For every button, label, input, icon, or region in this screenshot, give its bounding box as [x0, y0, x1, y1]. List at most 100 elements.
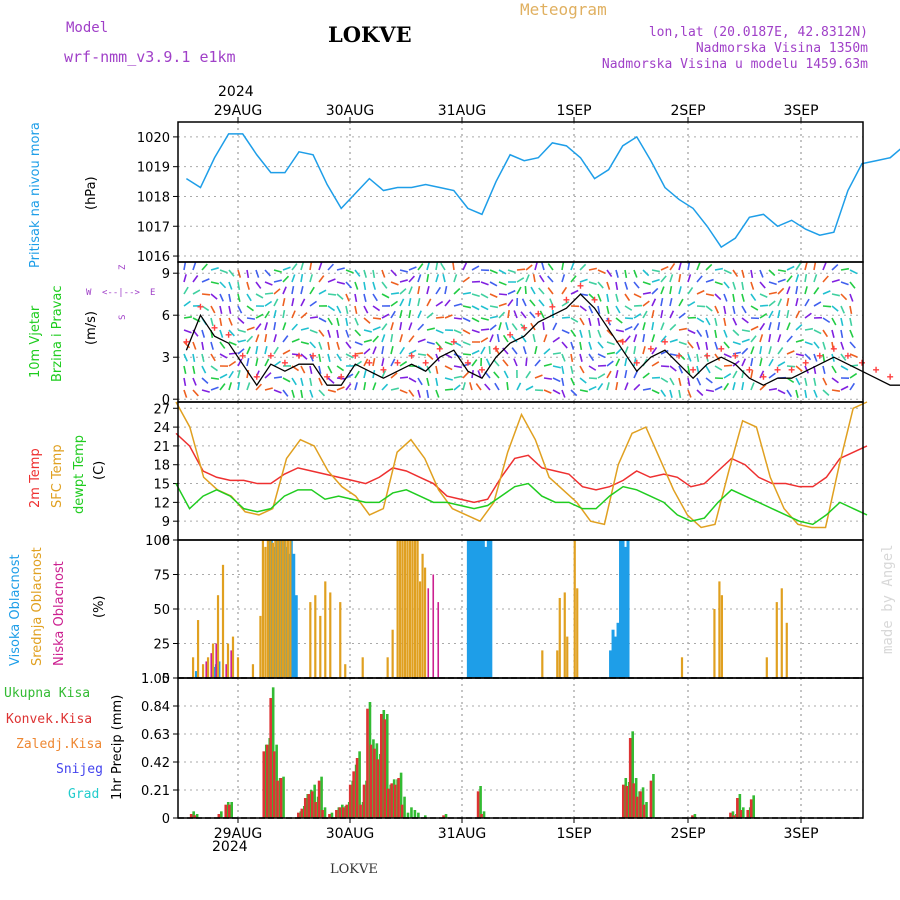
wind-arrow [390, 358, 396, 367]
wind-arrow [489, 315, 498, 319]
wind-arrow [219, 269, 228, 274]
gust-marker [887, 373, 894, 380]
wind-arrow [543, 389, 552, 394]
conv-rain-bar [359, 804, 362, 818]
wind-arrow [453, 303, 462, 307]
wind-arrow [282, 349, 291, 355]
product-title: Meteogram [520, 0, 607, 19]
wind-arrow [786, 335, 793, 343]
wind-arrow [327, 278, 336, 283]
conv-rain-bar [642, 804, 646, 818]
wind-arrow [570, 329, 577, 337]
conv-rain-bar [373, 748, 376, 818]
wind-arrow [705, 341, 709, 351]
wind-arrow [462, 317, 471, 323]
conv-rain-bar [224, 804, 228, 818]
wind-arrow [615, 317, 623, 324]
high-cloud-bar [486, 540, 490, 678]
low-cloud-bar [205, 661, 208, 678]
wind-arrow [669, 377, 675, 386]
wind-arrow [822, 389, 830, 396]
mid-cloud-bar [309, 602, 312, 678]
wind-arrow [705, 389, 715, 393]
wind-arrow [804, 353, 812, 361]
wind-arrow [849, 281, 856, 289]
wind-arrow [264, 269, 271, 277]
wind-arrow [237, 358, 243, 367]
wind-arrow [273, 346, 279, 355]
wind-arrow [417, 353, 427, 356]
wind-arrow [345, 353, 354, 359]
mid-cloud-bar [274, 540, 277, 678]
conv-rain-bar [338, 807, 342, 818]
wind-arrow [543, 334, 548, 343]
wind-arrow [813, 341, 820, 349]
wind-arrow [732, 382, 736, 391]
wind-arrow [840, 267, 850, 271]
wind-arrow [705, 317, 711, 326]
wind-arrow [399, 310, 403, 319]
wind-arrow [561, 389, 566, 398]
gust-marker [281, 359, 288, 366]
wind-arrow [453, 317, 463, 320]
wind-arrow [264, 333, 268, 343]
wind-arrow [228, 269, 235, 277]
wind-arrow [831, 278, 840, 283]
gust-marker [816, 352, 823, 359]
temp2m-line [175, 432, 868, 504]
total-rain-bar [403, 796, 406, 818]
wind-arrow [822, 341, 827, 350]
wind-arrow [570, 365, 574, 374]
wind-arrow [777, 389, 786, 395]
wind-arrow [588, 377, 598, 380]
dewpoint-line [175, 482, 868, 526]
wind-arrow [660, 309, 664, 319]
wind-arrow [570, 262, 575, 271]
wind-arrow [687, 365, 691, 375]
mid-cloud-bar [361, 657, 364, 678]
wind-arrow [228, 305, 232, 314]
wind-arrow [588, 317, 592, 326]
wind-arrow [417, 298, 421, 307]
wind-arrow [669, 285, 673, 295]
wind-arrow [705, 329, 709, 338]
wind-arrow [210, 305, 216, 314]
wind-arrow [219, 373, 228, 379]
wind-arrow [696, 317, 705, 323]
wind-arrow [651, 361, 660, 367]
wind-arrow [597, 281, 604, 289]
wind-arrow [597, 353, 606, 359]
wind-arrow [543, 348, 551, 355]
temp-tick-label: 12 [153, 496, 170, 511]
wind-arrow [354, 329, 362, 337]
wind-arrow [597, 293, 602, 302]
wind-arrow [255, 269, 260, 278]
wind-arrow [525, 274, 530, 283]
wind-arrow [678, 389, 682, 399]
wind-arrow [183, 286, 189, 295]
high-cloud-bar [481, 540, 485, 678]
wind-arrow [831, 377, 839, 384]
wind-arrow [813, 353, 818, 362]
wind-arrow [678, 262, 682, 271]
wind-arrow [336, 341, 341, 350]
wind-arrow [309, 316, 319, 319]
wind-arrow [633, 281, 640, 289]
gust-marker [197, 303, 204, 310]
mid-cloud-bar [216, 595, 220, 678]
wind-arrow [579, 329, 583, 338]
wind-arrow [452, 261, 455, 271]
wind-arrow [237, 348, 245, 355]
wind-arrow [597, 373, 606, 379]
gust-marker [211, 324, 218, 331]
wind-arrow [678, 377, 682, 386]
wind-arrow [552, 377, 561, 383]
legend-conv-rain: Konvek.Kisa [6, 712, 93, 727]
mid-cloud-bar [236, 657, 240, 678]
wind-arrow [525, 264, 533, 271]
total-rain-bar [330, 812, 334, 818]
total-rain-bar [230, 802, 233, 818]
wind-arrow [750, 382, 755, 391]
wind-arrow [255, 313, 264, 319]
wind-arrow [363, 317, 371, 324]
